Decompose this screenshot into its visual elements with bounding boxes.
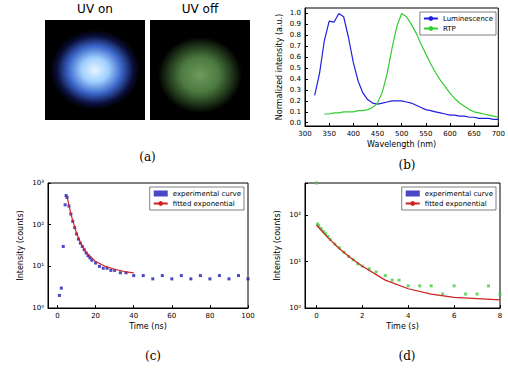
svg-text:fitted exponential: fitted exponential [425,200,487,208]
svg-text:2: 2 [360,312,364,320]
svg-text:0.4: 0.4 [290,75,302,83]
svg-text:10³: 10³ [32,179,44,187]
svg-text:0.6: 0.6 [290,53,302,61]
svg-text:Intensity (counts): Intensity (counts) [273,210,282,280]
svg-text:Time (s): Time (s) [385,322,419,331]
svg-text:0.8: 0.8 [290,31,301,39]
svg-text:300: 300 [298,130,311,138]
html-text:UV on: UV on [77,2,113,16]
svg-text:(d): (d) [398,349,415,363]
svg-text:(b): (b) [398,158,415,172]
svg-text:0.2: 0.2 [290,97,301,105]
svg-text:(c): (c) [145,349,161,363]
html-text:(a): (a) [139,150,156,164]
svg-text:10²: 10² [289,211,301,219]
svg-text:fitted exponential: fitted exponential [173,200,235,208]
svg-text:600: 600 [443,130,456,138]
svg-text:0.0: 0.0 [290,119,301,127]
svg-text:0.1: 0.1 [290,108,301,116]
svg-text:experimental curve: experimental curve [173,190,241,198]
svg-text:RTP: RTP [443,25,456,33]
svg-text:10¹: 10¹ [32,262,44,270]
svg-text:experimental curve: experimental curve [425,190,493,198]
svg-text:Normalized intensity (a.u.): Normalized intensity (a.u.) [275,14,284,120]
svg-text:0.7: 0.7 [290,42,301,50]
svg-text:8: 8 [498,312,502,320]
svg-text:700: 700 [492,130,505,138]
svg-text:Intensity (counts): Intensity (counts) [16,210,25,280]
svg-text:Luminescence: Luminescence [443,15,493,23]
html-text:UV off: UV off [181,2,219,16]
svg-text:1.0: 1.0 [290,9,301,17]
svg-text:10⁰: 10⁰ [289,304,301,312]
svg-text:100: 100 [241,312,254,320]
svg-text:0.5: 0.5 [290,64,301,72]
svg-text:350: 350 [322,130,335,138]
svg-text:20: 20 [91,312,100,320]
svg-text:550: 550 [419,130,432,138]
svg-text:0.3: 0.3 [290,86,301,94]
svg-text:0: 0 [314,312,318,320]
svg-text:Time (ns): Time (ns) [128,322,167,331]
svg-text:450: 450 [371,130,384,138]
svg-text:40: 40 [129,312,138,320]
svg-text:60: 60 [167,312,176,320]
svg-text:10²: 10² [32,221,44,229]
svg-text:6: 6 [452,312,457,320]
svg-text:10⁰: 10⁰ [32,304,44,312]
svg-text:4: 4 [406,312,411,320]
svg-text:0.9: 0.9 [290,20,301,28]
svg-text:80: 80 [205,312,214,320]
svg-text:650: 650 [467,130,480,138]
svg-text:10¹: 10¹ [289,258,301,266]
svg-text:Wavelength (nm): Wavelength (nm) [367,140,436,149]
svg-text:0: 0 [55,312,59,320]
svg-text:400: 400 [347,130,360,138]
svg-text:500: 500 [395,130,408,138]
